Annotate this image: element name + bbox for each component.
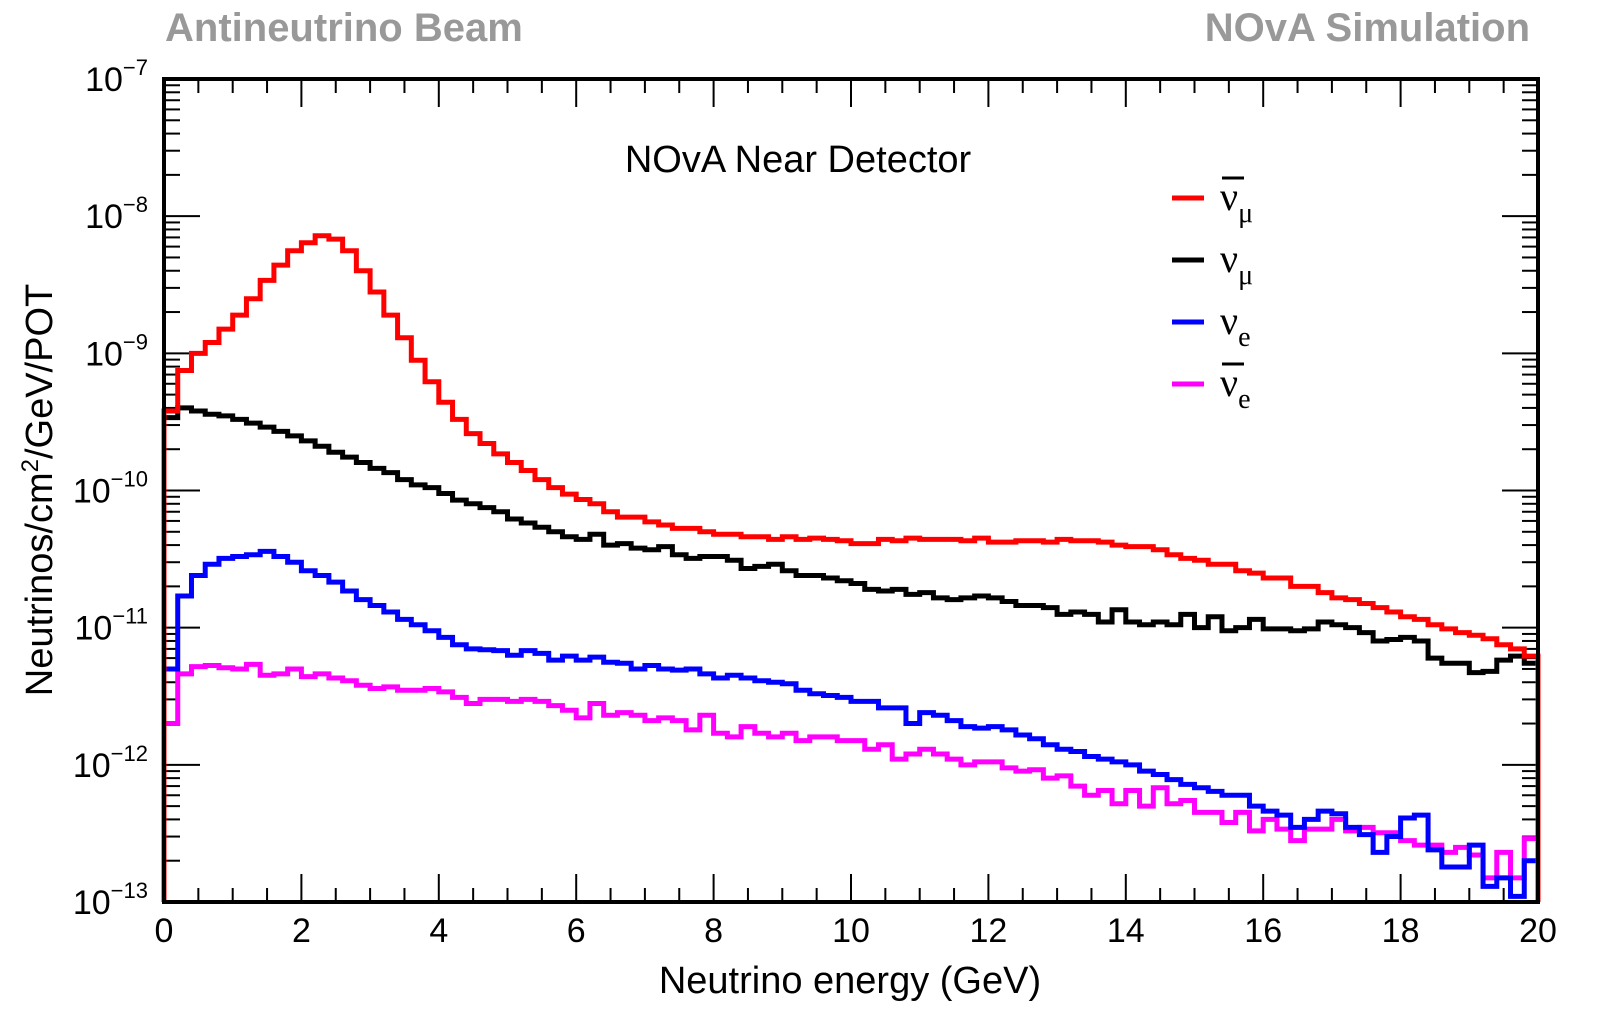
y-tick-label: 10−12 xyxy=(73,741,148,785)
x-tick-label: 12 xyxy=(969,912,1007,950)
y-axis-title-part1: Neutrinos/cm xyxy=(19,472,61,696)
legend: νμ νμ νe νe xyxy=(1172,174,1253,415)
y-tick-label: 10−11 xyxy=(74,604,148,648)
legend-label-nu-mu: νμ xyxy=(1220,236,1253,291)
x-tick-label: 2 xyxy=(292,912,311,950)
series-anti-nu-e xyxy=(161,661,1541,902)
x-tick-label: 6 xyxy=(567,912,586,950)
beam-label: Antineutrino Beam xyxy=(165,6,523,50)
x-tick-label: 4 xyxy=(429,912,448,950)
series-nu-mu xyxy=(161,405,1541,902)
x-tick-label: 8 xyxy=(704,912,723,950)
minor-ticks xyxy=(163,79,1539,903)
series-anti-nu-mu xyxy=(161,233,1541,902)
plot-title: NOvA Near Detector xyxy=(625,139,972,181)
y-tick-labels: 10−7 10−8 10−9 10−10 10−11 10−12 10−13 xyxy=(73,55,148,922)
legend-label-nu-e: νe xyxy=(1220,298,1251,353)
x-tick-label: 0 xyxy=(155,912,174,950)
y-axis-title-superscript: 2 xyxy=(17,459,44,472)
x-axis-title: Neutrino energy (GeV) xyxy=(659,960,1041,1002)
y-tick-label: 10−13 xyxy=(73,878,148,922)
legend-label-anti-nu-mu: νμ xyxy=(1220,174,1253,229)
y-tick-label: 10−8 xyxy=(85,192,148,236)
y-tick-label: 10−7 xyxy=(85,55,148,99)
x-tick-label: 20 xyxy=(1519,912,1557,950)
x-tick-label: 14 xyxy=(1107,912,1145,950)
legend-label-anti-nu-e: νe xyxy=(1220,360,1251,415)
x-tick-label: 16 xyxy=(1244,912,1282,950)
series-layer xyxy=(161,233,1541,902)
y-tick-label: 10−9 xyxy=(85,329,148,373)
x-tick-label: 10 xyxy=(832,912,870,950)
plot-frame xyxy=(162,77,1540,904)
y-axis-title-part2: /GeV/POT xyxy=(19,284,61,459)
simulation-label: NOvA Simulation xyxy=(1204,6,1530,50)
y-axis-title: Neutrinos/cm2/GeV/POT xyxy=(17,284,61,696)
series-nu-e xyxy=(161,548,1541,902)
y-tick-label: 10−10 xyxy=(73,467,148,511)
x-tick-labels: 0 2 4 6 8 10 12 14 16 18 20 xyxy=(155,912,1557,950)
x-tick-label: 18 xyxy=(1382,912,1420,950)
